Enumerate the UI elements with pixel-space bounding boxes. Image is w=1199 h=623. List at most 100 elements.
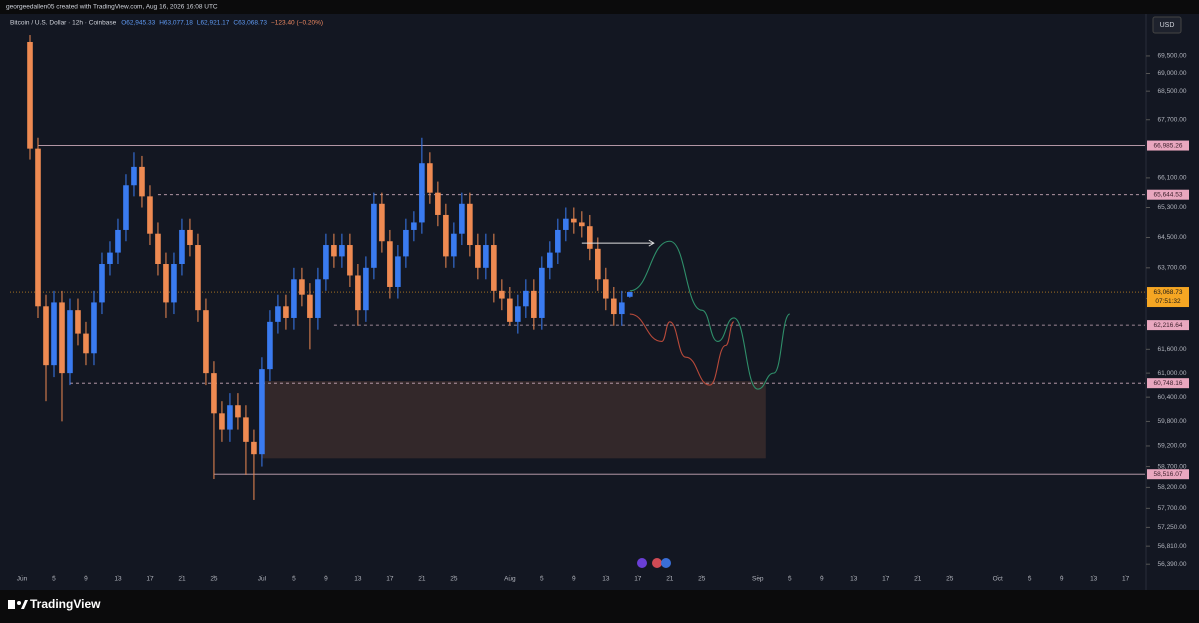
candle-body [451,233,457,257]
currency-box[interactable] [1152,16,1182,34]
candle-body [499,290,505,299]
ohlc-value: −123.40 (−0.20%) [271,20,323,27]
event-icon[interactable] [652,558,662,568]
x-tick-label: 25 [450,576,458,583]
candle-body [211,373,217,414]
candle-body [483,245,489,268]
y-tick-label: 59,800.00 [1158,418,1187,425]
candle-body [467,203,473,246]
x-tick-label: 5 [1028,576,1032,583]
candle-body [315,279,321,318]
price-tag-label: 65,644.53 [1154,191,1183,198]
candle-body [219,413,225,430]
x-tick-label: 13 [114,576,122,583]
candle-body [339,245,345,257]
candle-body [411,222,417,230]
price-tag [1147,469,1189,480]
candle-body [243,417,249,442]
x-tick-label: 9 [1060,576,1064,583]
candle-body [147,196,153,234]
candle-body [51,302,57,366]
countdown: 07:51:32 [1155,298,1181,305]
candle-body [403,229,409,257]
x-tick-label: 21 [914,576,922,583]
candle-body [387,241,393,287]
x-tick-label: Jul [258,576,267,583]
candle-body [91,302,97,354]
candle-body [283,306,289,318]
candle-body [275,306,281,322]
candle-body [59,302,65,374]
candle-body [227,405,233,430]
x-tick-label: 9 [84,576,88,583]
symbol: Bitcoin / U.S. Dollar · 12h · Coinbase [10,20,117,27]
candle-body [139,166,145,197]
x-tick-label: 17 [634,576,642,583]
candle-body [307,294,313,318]
candle-body [267,321,273,370]
candle-body [555,229,561,253]
x-tick-label: 17 [146,576,154,583]
candle-body [115,229,121,253]
brand-name: TradingView [30,597,101,611]
candle-body [83,333,89,354]
price-tag [1147,189,1189,200]
y-tick-label: 61,600.00 [1158,346,1187,353]
price-tag-label: 66,985.26 [1154,142,1183,149]
ohlc-value: O62,945.33 [121,20,155,27]
candle-body [331,245,337,257]
y-tick-label: 57,700.00 [1158,505,1187,512]
candle-body [355,275,361,311]
x-tick-label: 25 [698,576,706,583]
candle-body [619,302,625,315]
candle-body [363,267,369,311]
price-tag-label: 63,068.73 [1154,289,1183,296]
x-tick-label: 5 [52,576,56,583]
candle-body [291,279,297,318]
candle-body [579,222,585,227]
ohlc-value: H63,077.18 [159,20,193,27]
candle-body [171,264,177,303]
candle-body [251,441,257,455]
candle-body [163,264,169,303]
candle-body [107,252,113,265]
candle-body [99,264,105,303]
candle-body [179,229,185,265]
x-tick-label: 17 [882,576,890,583]
x-tick-label: 13 [602,576,610,583]
x-tick-label: Jun [17,576,28,583]
currency[interactable]: USD [1160,22,1175,29]
price-tag [1147,320,1189,331]
projection-path [629,240,791,390]
y-tick-label: 63,700.00 [1158,265,1187,272]
candle-body [523,290,529,307]
y-tick-label: 61,000.00 [1158,370,1187,377]
candle-body [587,226,593,249]
symbol-info: Bitcoin / U.S. Dollar · 12h · Coinbase O… [10,20,323,27]
candle-body [195,245,201,311]
x-tick-label: 25 [210,576,218,583]
candle-body [507,298,513,322]
y-tick-label: 59,200.00 [1158,443,1187,450]
event-icon[interactable] [637,558,647,568]
candle-body [491,245,497,291]
candle-body [515,306,521,322]
x-tick-label: 21 [418,576,426,583]
x-tick-label: 17 [386,576,394,583]
candle-body [259,369,265,455]
x-tick-label: 9 [572,576,576,583]
candle-body [563,218,569,230]
chart-area [0,14,1199,590]
price-tag-label: 58,516.07 [1154,471,1183,478]
logo [8,600,15,609]
candle-body [131,166,137,186]
candle-body [187,229,193,246]
projection-path [629,313,735,386]
y-tick-label: 69,000.00 [1158,70,1187,77]
candle-body [75,310,81,334]
candle-body [443,214,449,257]
x-tick-label: 25 [946,576,954,583]
candle-body [155,233,161,265]
candle-body [459,203,465,234]
event-icon[interactable] [661,558,671,568]
